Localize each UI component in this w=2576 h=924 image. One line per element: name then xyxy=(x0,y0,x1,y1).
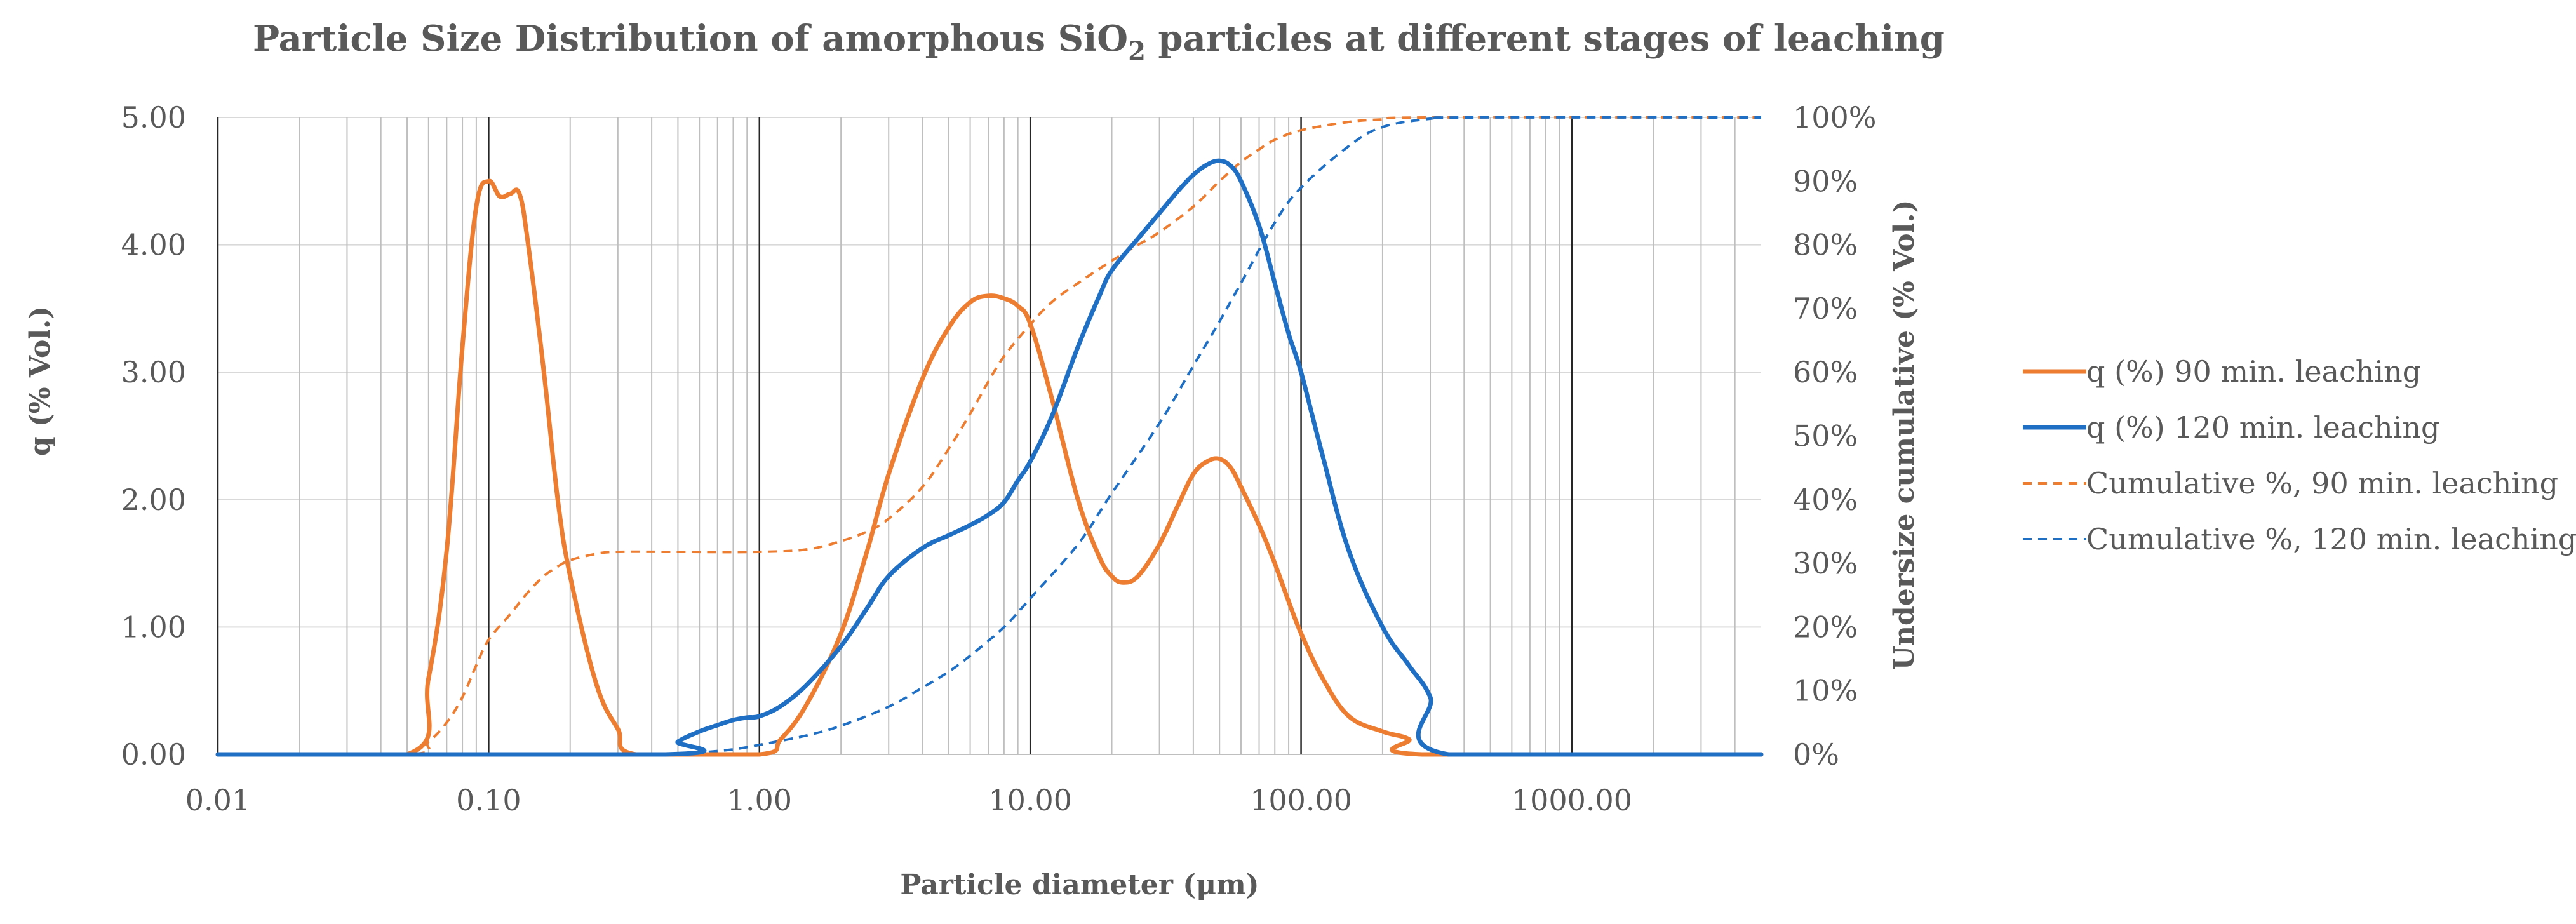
y-axis-right-title: Undersize cumulative (% Vol.) xyxy=(1888,200,1921,671)
y-left-tick-label: 5.00 xyxy=(121,100,186,135)
y-axis-left-title: q (% Vol.) xyxy=(24,306,57,456)
series-lines xyxy=(215,116,1764,757)
gridlines xyxy=(217,117,1761,755)
y-right-tick-label: 70% xyxy=(1793,291,1858,326)
x-tick-label: 0.01 xyxy=(185,783,250,817)
x-tick-label: 0.10 xyxy=(456,783,521,817)
tick-labels: 0.01 0.10 1.00 10.00 100.00 1000.00 0.00 1.00 2.… xyxy=(121,100,1877,817)
legend-label: Cumulative %, 90 min. leaching xyxy=(2086,466,2558,500)
y-right-tick-label: 0% xyxy=(1793,737,1839,772)
legend-label: q (%) 120 min. leaching xyxy=(2086,410,2439,445)
y-left-tick-label: 2.00 xyxy=(121,483,186,517)
x-tick-label: 1.00 xyxy=(727,783,792,817)
y-right-tick-label: 30% xyxy=(1793,546,1858,580)
series-line-4 xyxy=(218,116,1762,756)
y-right-tick-label: 10% xyxy=(1793,674,1858,708)
y-right-tick-label: 60% xyxy=(1793,355,1858,389)
x-axis-title: Particle diameter (μm) xyxy=(900,869,1259,901)
chart-title-main: Particle Size Distribution of amorphous … xyxy=(253,18,1128,60)
y-right-tick-label: 100% xyxy=(1793,100,1877,135)
y-right-tick-label: 50% xyxy=(1793,419,1858,453)
x-tick-label: 10.00 xyxy=(988,783,1072,817)
chart-title-suffix: particles at different stages of leachin… xyxy=(1146,18,1945,60)
x-tick-label: 1000.00 xyxy=(1512,783,1632,817)
series-line-3 xyxy=(218,116,1762,756)
y-left-tick-label: 3.00 xyxy=(121,355,186,389)
chart-title-subscript: 2 xyxy=(1128,36,1146,66)
y-left-tick-label: 4.00 xyxy=(121,228,186,262)
legend-label: Cumulative %, 120 min. leaching xyxy=(2086,522,2576,556)
y-right-tick-label: 80% xyxy=(1793,228,1858,262)
y-left-tick-label: 0.00 xyxy=(121,737,186,772)
chart-title: Particle Size Distribution of amorphous … xyxy=(253,18,1945,66)
x-tick-label: 100.00 xyxy=(1250,783,1352,817)
legend: q (%) 90 min. leaching q (%) 120 min. lea… xyxy=(2023,354,2576,556)
y-left-tick-label: 1.00 xyxy=(121,610,186,644)
series-line-1 xyxy=(215,178,1764,757)
y-right-tick-label: 90% xyxy=(1793,164,1858,198)
series-line-2 xyxy=(215,158,1764,757)
y-right-tick-label: 40% xyxy=(1793,483,1858,517)
legend-label: q (%) 90 min. leaching xyxy=(2086,354,2421,389)
y-right-tick-label: 20% xyxy=(1793,610,1858,644)
